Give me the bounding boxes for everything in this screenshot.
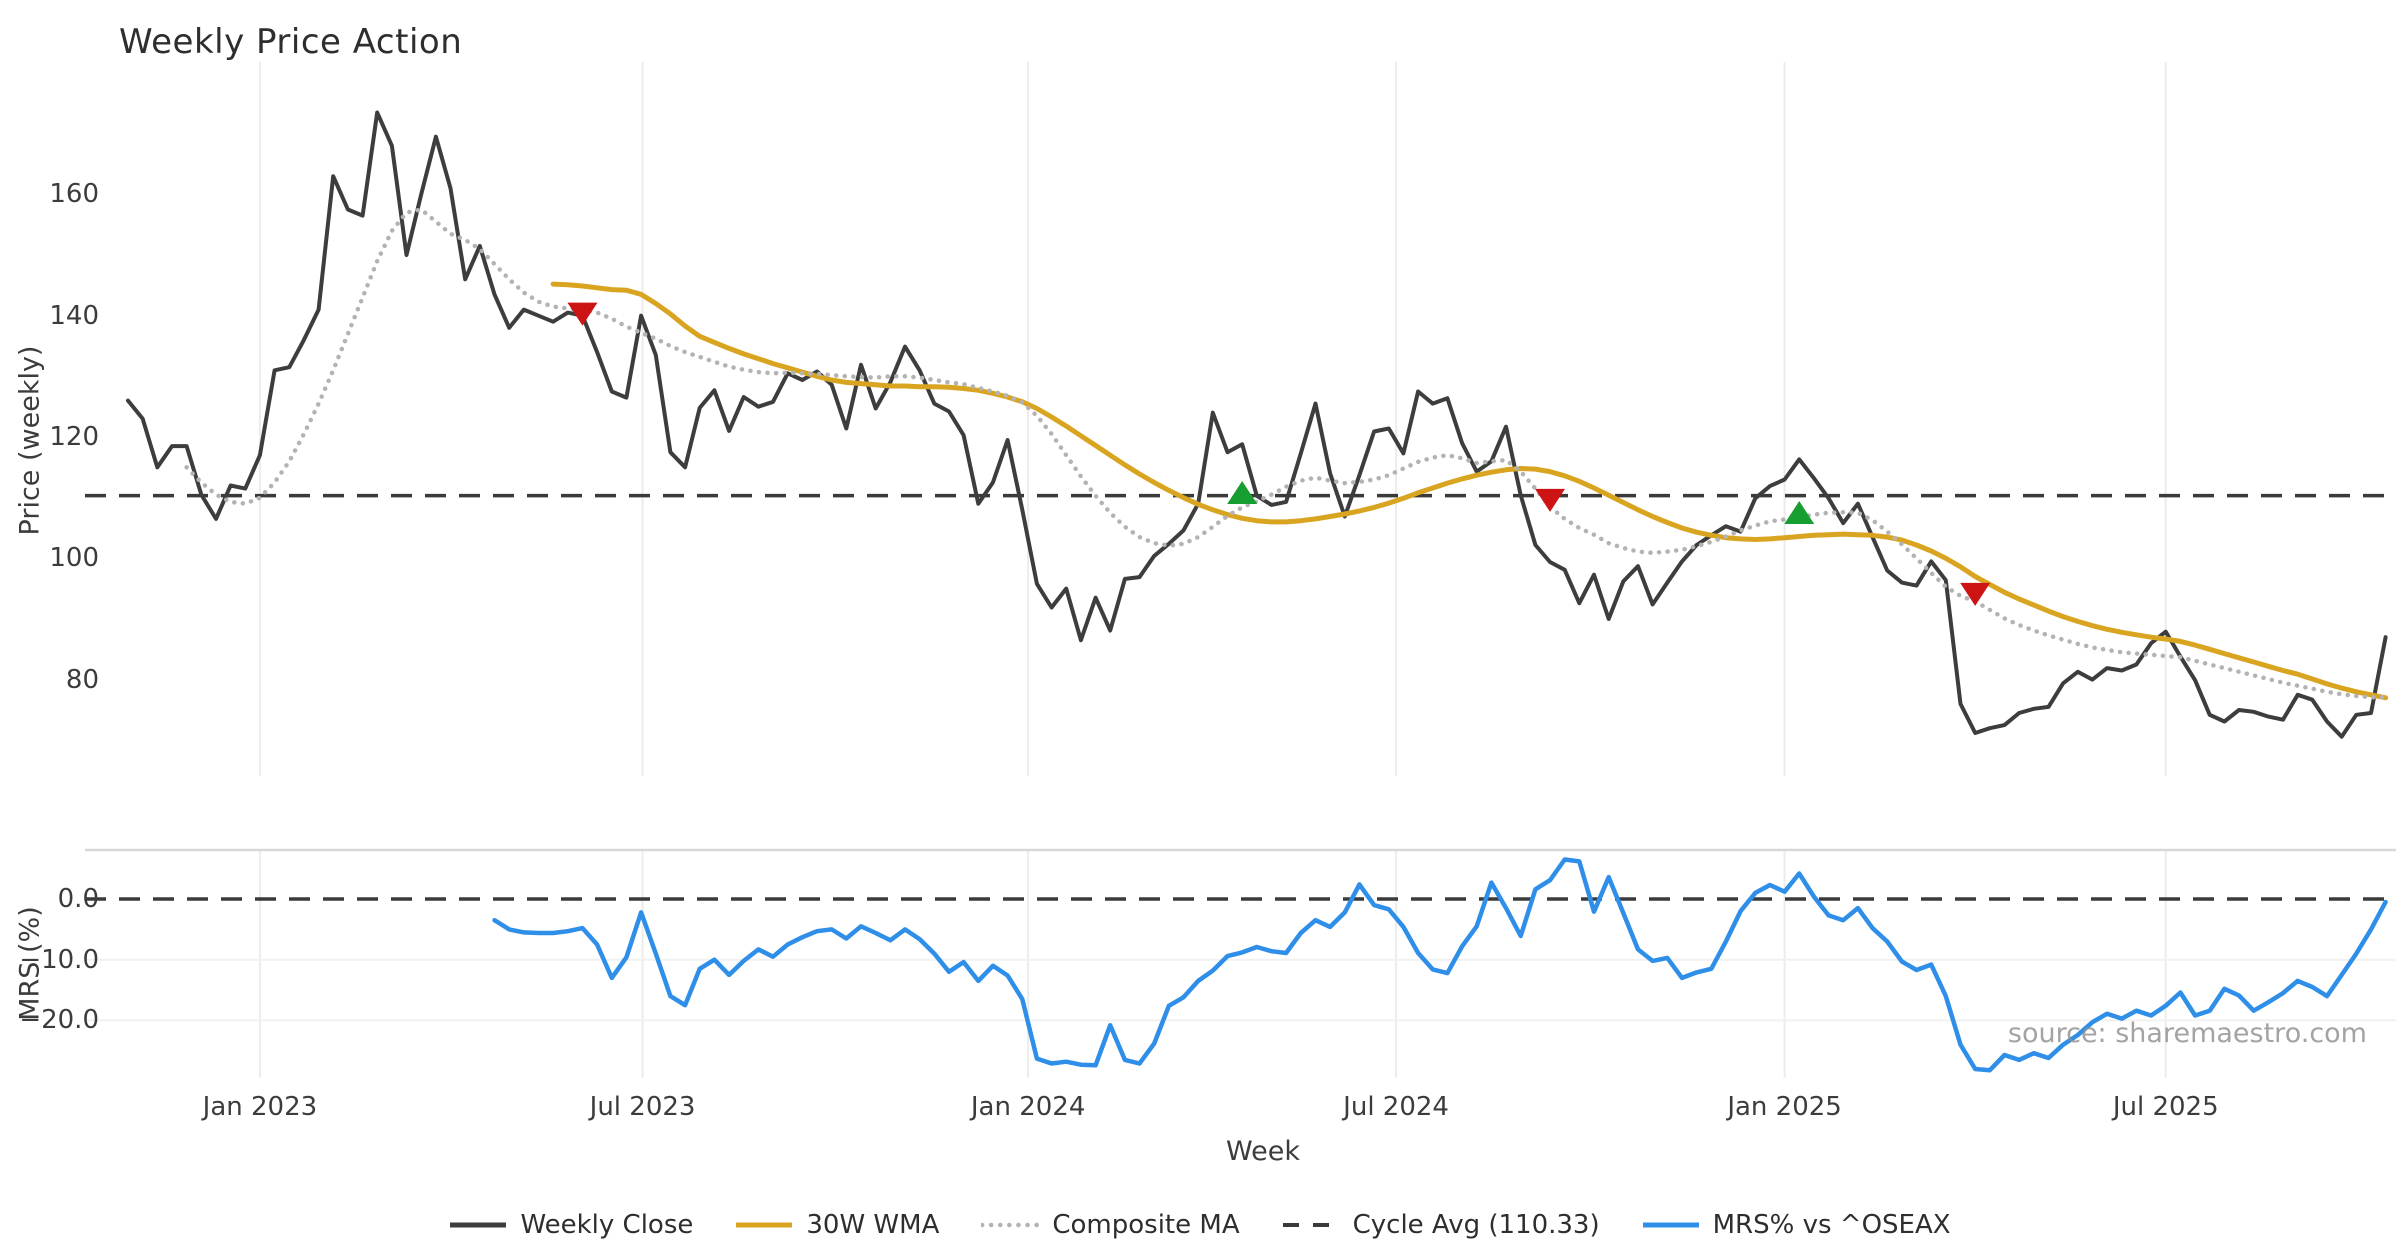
x-tick-label: Jan 2024 bbox=[970, 1092, 1086, 1122]
price-axis-label: Price (weekly) bbox=[14, 345, 46, 536]
x-tick-label: Jan 2023 bbox=[202, 1092, 318, 1122]
legend-label: 30W WMA bbox=[806, 1210, 940, 1240]
series-mrs bbox=[492, 857, 2388, 1073]
x-tick-label: Jul 2023 bbox=[589, 1092, 696, 1122]
legend-item: MRS% vs ^OSEAX bbox=[1642, 1210, 1951, 1240]
legend-label: Composite MA bbox=[1052, 1210, 1240, 1240]
price-y-tick-label: 80 bbox=[65, 664, 99, 695]
buy-signal-marker bbox=[1784, 501, 1815, 525]
legend-item: Cycle Avg (110.33) bbox=[1282, 1210, 1600, 1240]
x-axis-label: Week bbox=[1226, 1136, 1300, 1167]
x-tick-label: Jul 2025 bbox=[2112, 1092, 2219, 1122]
legend: Weekly Close 30W WMA Composite MA Cycle Avg… bbox=[0, 1210, 2400, 1240]
legend-label: MRS% vs ^OSEAX bbox=[1712, 1210, 1951, 1240]
legend-swatch-dashed bbox=[1282, 1223, 1339, 1227]
page-title: Weekly Price Action bbox=[119, 22, 463, 62]
legend-swatch-solid bbox=[1642, 1222, 1699, 1228]
price-y-tick-label: 100 bbox=[49, 543, 99, 574]
series-weekly-close bbox=[126, 110, 2388, 739]
sell-signal-marker bbox=[567, 302, 598, 326]
mrs-y-tick-label: 0.0 bbox=[57, 884, 99, 914]
legend-swatch-solid bbox=[450, 1222, 507, 1228]
sell-signal-marker bbox=[1960, 582, 1991, 606]
price-y-tick-label: 120 bbox=[49, 422, 99, 452]
buy-signal-marker bbox=[1227, 481, 1258, 505]
legend-swatch-dotted bbox=[981, 1222, 1040, 1228]
legend-item: 30W WMA bbox=[735, 1210, 939, 1240]
mrs-y-tick-label: −20.0 bbox=[19, 1005, 99, 1036]
legend-label: Weekly Close bbox=[520, 1210, 694, 1240]
mrs-axis-label: MRS (%) bbox=[14, 906, 46, 1021]
series-30w-wma bbox=[550, 281, 2389, 701]
legend-item: Weekly Close bbox=[449, 1210, 693, 1240]
legend-swatch-solid bbox=[736, 1222, 793, 1228]
x-tick-label: Jul 2024 bbox=[1343, 1092, 1449, 1122]
mrs-y-tick-label: −10.0 bbox=[19, 944, 99, 975]
legend-label: Cycle Avg (110.33) bbox=[1352, 1210, 1600, 1240]
price-y-tick-label: 140 bbox=[49, 300, 99, 331]
series-composite-ma bbox=[184, 207, 2388, 700]
price-y-tick-label: 160 bbox=[49, 179, 99, 210]
x-tick-label: Jan 2025 bbox=[1727, 1092, 1842, 1122]
watermark: source: sharemaestro.com bbox=[2007, 1018, 2367, 1049]
sell-signal-marker bbox=[1535, 488, 1566, 512]
legend-item: Composite MA bbox=[981, 1210, 1240, 1240]
